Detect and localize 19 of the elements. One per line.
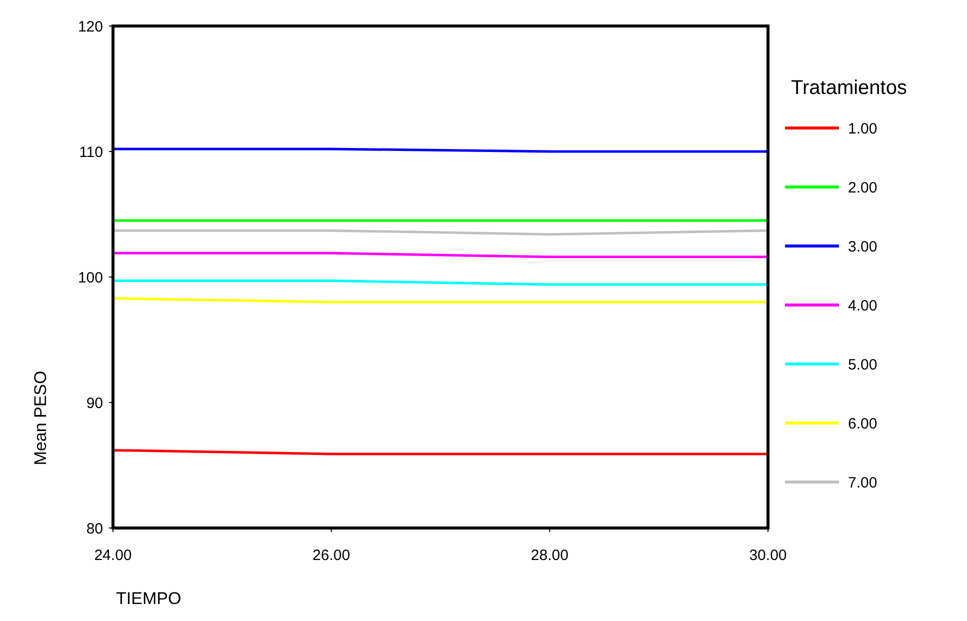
legend-label: 4.00 (848, 297, 878, 314)
x-axis-title: TIEMPO (116, 589, 182, 608)
legend-label: 3.00 (848, 238, 878, 256)
legend-label: 7.00 (848, 474, 878, 492)
y-tick-label: 80 (86, 520, 103, 538)
legend-label: 5.00 (848, 356, 878, 374)
y-tick-label: 100 (78, 269, 103, 286)
y-tick-label: 90 (86, 394, 103, 412)
y-axis-title: Mean PESO (31, 370, 50, 466)
y-tick-label: 120 (78, 18, 103, 36)
x-tick-label: 24.00 (94, 547, 132, 564)
x-tick-label: 28.00 (530, 547, 568, 564)
y-tick-label: 110 (79, 144, 103, 161)
legend-title: Tratamientos (791, 77, 907, 99)
legend-label: 1.00 (848, 120, 878, 138)
x-tick-label: 30.00 (749, 547, 787, 564)
legend-label: 2.00 (848, 179, 878, 196)
x-tick-label: 26.00 (312, 547, 350, 564)
legend-label: 6.00 (848, 415, 878, 432)
